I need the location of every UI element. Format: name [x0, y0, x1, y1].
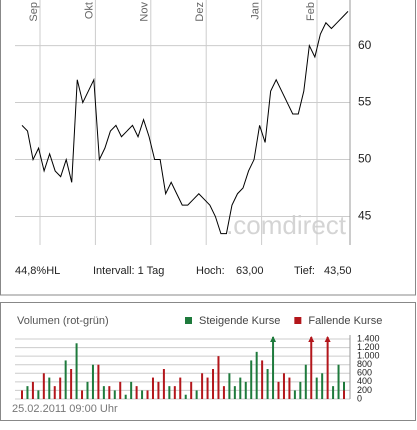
y-tick-label: 50 — [358, 152, 372, 166]
volume-bar — [212, 369, 215, 399]
timestamp: 25.02.2011 09:00 Uhr — [12, 403, 118, 415]
y-tick-label: 45 — [358, 209, 372, 223]
y-tick-label: 600 — [357, 368, 372, 378]
x-tick-label: Nov — [139, 2, 151, 22]
y-tick-label: 200 — [357, 385, 372, 395]
overflow-arrow — [308, 336, 315, 342]
y-tick-label: 800 — [357, 359, 372, 369]
volume-bar — [70, 369, 73, 399]
volume-bar — [157, 381, 160, 399]
legend-swatch — [185, 317, 192, 324]
volume-bar — [233, 386, 236, 399]
volume-bar — [151, 377, 154, 399]
y-tick-label: 55 — [358, 95, 372, 109]
price-panel — [0, 0, 416, 296]
x-tick-label: Dez — [194, 2, 206, 22]
volume-bar — [31, 381, 34, 399]
volume-bar — [59, 377, 62, 399]
volume-bar — [42, 373, 45, 399]
overflow-arrow — [270, 336, 277, 342]
volume-bar — [124, 394, 127, 399]
volume-bar — [64, 360, 67, 399]
x-tick-label: Sep — [28, 2, 40, 22]
legend-label: Steigende Kurse — [199, 315, 280, 327]
volume-bar — [277, 381, 280, 399]
y-tick-label: 1.400 — [357, 333, 380, 343]
volume-bar — [37, 390, 40, 399]
y-tick-label: 0 — [357, 393, 362, 403]
info-low-label: Tief: — [294, 265, 315, 277]
volume-bar — [217, 356, 220, 399]
volume-bar — [130, 381, 133, 399]
volume-bar — [173, 386, 176, 399]
volume-bar — [255, 351, 258, 399]
volume-bar — [75, 343, 78, 399]
y-tick-label: 1.200 — [357, 342, 380, 352]
info-interval: Intervall: 1 Tag — [93, 265, 164, 277]
volume-bar — [91, 364, 94, 399]
volume-bar — [102, 386, 105, 399]
volume-bar — [266, 369, 269, 399]
volume-bar — [48, 377, 51, 399]
volume-bar — [108, 386, 111, 399]
y-tick-label: 400 — [357, 376, 372, 386]
volume-bar — [250, 360, 253, 399]
volume-bar — [206, 377, 209, 399]
volume-bar — [53, 386, 56, 399]
volume-bar — [146, 390, 149, 399]
volume-bar — [86, 381, 89, 399]
volume-bar — [288, 377, 291, 399]
volume-bar — [228, 373, 231, 399]
volume-bar — [304, 364, 307, 399]
volume-bar — [282, 373, 285, 399]
volume-bar — [337, 364, 340, 399]
legend-swatch — [294, 317, 302, 324]
watermark: .comdirect — [226, 210, 347, 240]
legend-label: Fallende Kurse — [308, 315, 382, 327]
volume-bar — [261, 360, 264, 399]
volume-bar — [201, 373, 204, 399]
info-range: 44,8%HL — [15, 265, 60, 277]
volume-bar — [293, 390, 296, 399]
volume-bar — [310, 337, 313, 399]
x-tick-label: Jan — [250, 2, 262, 20]
volume-bar — [315, 377, 318, 399]
volume-title: Volumen (rot-grün) — [17, 315, 109, 327]
volume-bar — [26, 386, 29, 399]
volume-bar — [21, 390, 23, 399]
volume-bar — [239, 377, 242, 399]
volume-bar — [195, 390, 198, 399]
volume-bar — [113, 390, 116, 399]
volume-bar — [97, 364, 100, 399]
volume-bar — [162, 369, 165, 399]
volume-bar — [190, 381, 193, 399]
volume-panel — [0, 302, 416, 421]
overflow-arrow — [324, 336, 331, 342]
volume-bar — [343, 390, 345, 399]
volume-bar — [168, 386, 171, 399]
info-high-label: Hoch: — [196, 265, 225, 277]
price-line — [21, 11, 349, 235]
info-low: 43,50 — [324, 265, 352, 277]
y-tick-label: 60 — [358, 38, 372, 52]
volume-bar — [179, 377, 182, 399]
volume-bar — [119, 381, 122, 399]
volume-bar — [244, 381, 247, 399]
volume-bar — [321, 373, 324, 399]
x-tick-label: Okt — [83, 2, 95, 19]
volume-bar — [184, 394, 187, 399]
volume-bar — [272, 337, 275, 399]
volume-bar — [222, 386, 225, 399]
volume-bar — [299, 381, 302, 399]
x-tick-label: Feb — [305, 2, 317, 21]
volume-bar — [332, 386, 335, 399]
volume-bar — [135, 386, 138, 399]
y-tick-label: 1.000 — [357, 351, 380, 361]
volume-bar — [326, 337, 329, 399]
volume-bar — [141, 390, 144, 399]
volume-bar — [81, 390, 84, 399]
info-high: 63,00 — [236, 265, 264, 277]
